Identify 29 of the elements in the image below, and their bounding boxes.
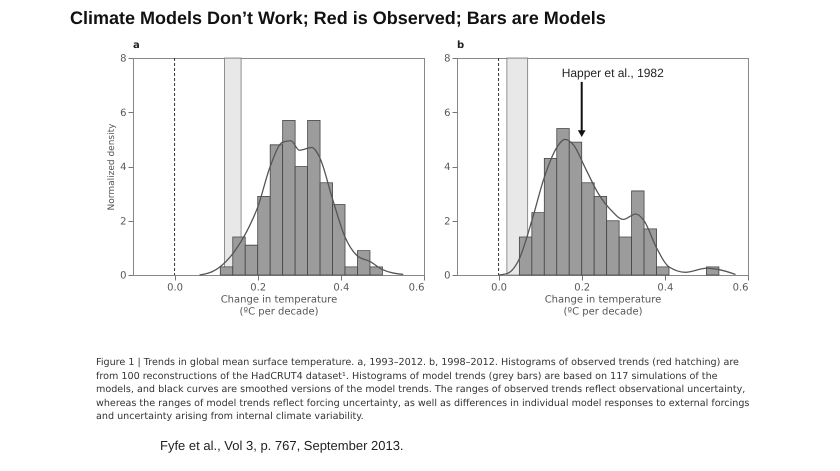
chart-subtitle: a xyxy=(133,40,140,51)
x-tick-label: 0.6 xyxy=(408,282,424,294)
x-axis-title: Change in temperature (ºC per decade) xyxy=(220,294,338,318)
x-axis-title: Change in temperature (ºC per decade) xyxy=(544,294,662,318)
y-tick-label: 8 xyxy=(444,54,450,64)
y-tick-label: 2 xyxy=(120,216,126,228)
y-tick-label: 4 xyxy=(444,162,450,173)
chart-subtitle: b xyxy=(457,40,464,51)
y-tick-label: 6 xyxy=(120,108,126,119)
text: Fyfe et al., Vol 3, p. 767, September 2013. xyxy=(160,438,404,453)
annotation: Happer et al., 1982 xyxy=(562,66,664,80)
x-tick-label: 0.0 xyxy=(167,282,184,294)
x-tick-label: 0.2 xyxy=(250,282,266,294)
y-tick-label: 0 xyxy=(444,270,450,282)
line-series xyxy=(498,138,736,276)
chart-title: Climate Models Don’t Work; Red is Observed; Bars are Models xyxy=(70,8,606,29)
y-tick-label: 2 xyxy=(444,216,450,228)
x-tick-label: 0.0 xyxy=(491,282,508,294)
y-tick-label: 0 xyxy=(120,270,126,282)
y-tick-label: 4 xyxy=(120,162,126,173)
x-tick-label: 0.6 xyxy=(732,282,748,294)
x-tick-label: 0.2 xyxy=(574,282,590,294)
x-tick-label: 0.4 xyxy=(333,282,350,294)
y-tick-label: 6 xyxy=(444,108,450,119)
x-tick-label: 0.4 xyxy=(657,282,674,294)
caption: Figure 1 | Trends in global mean surface temperature. a, 1993–2012. b, 1998–2012. Histograms of observed trends (red hatching) are from 100 reconstructions of the HadCRUT4 dataset¹. Histograms of model trends (grey bars) are based on 117 simulations of the models, and black curves are smoothed versions of the model trends. The ranges of observed trends reflect observational uncertainty, whereas the ranges of model trends reflect forcing uncertainty, as well as differences in individual model responses to external forcings and uncertainty arising from internal climate variability. xyxy=(96,356,750,424)
line-series xyxy=(198,140,404,276)
y-axis-title: Normalized density xyxy=(107,122,118,210)
y-tick-label: 8 xyxy=(120,54,126,64)
